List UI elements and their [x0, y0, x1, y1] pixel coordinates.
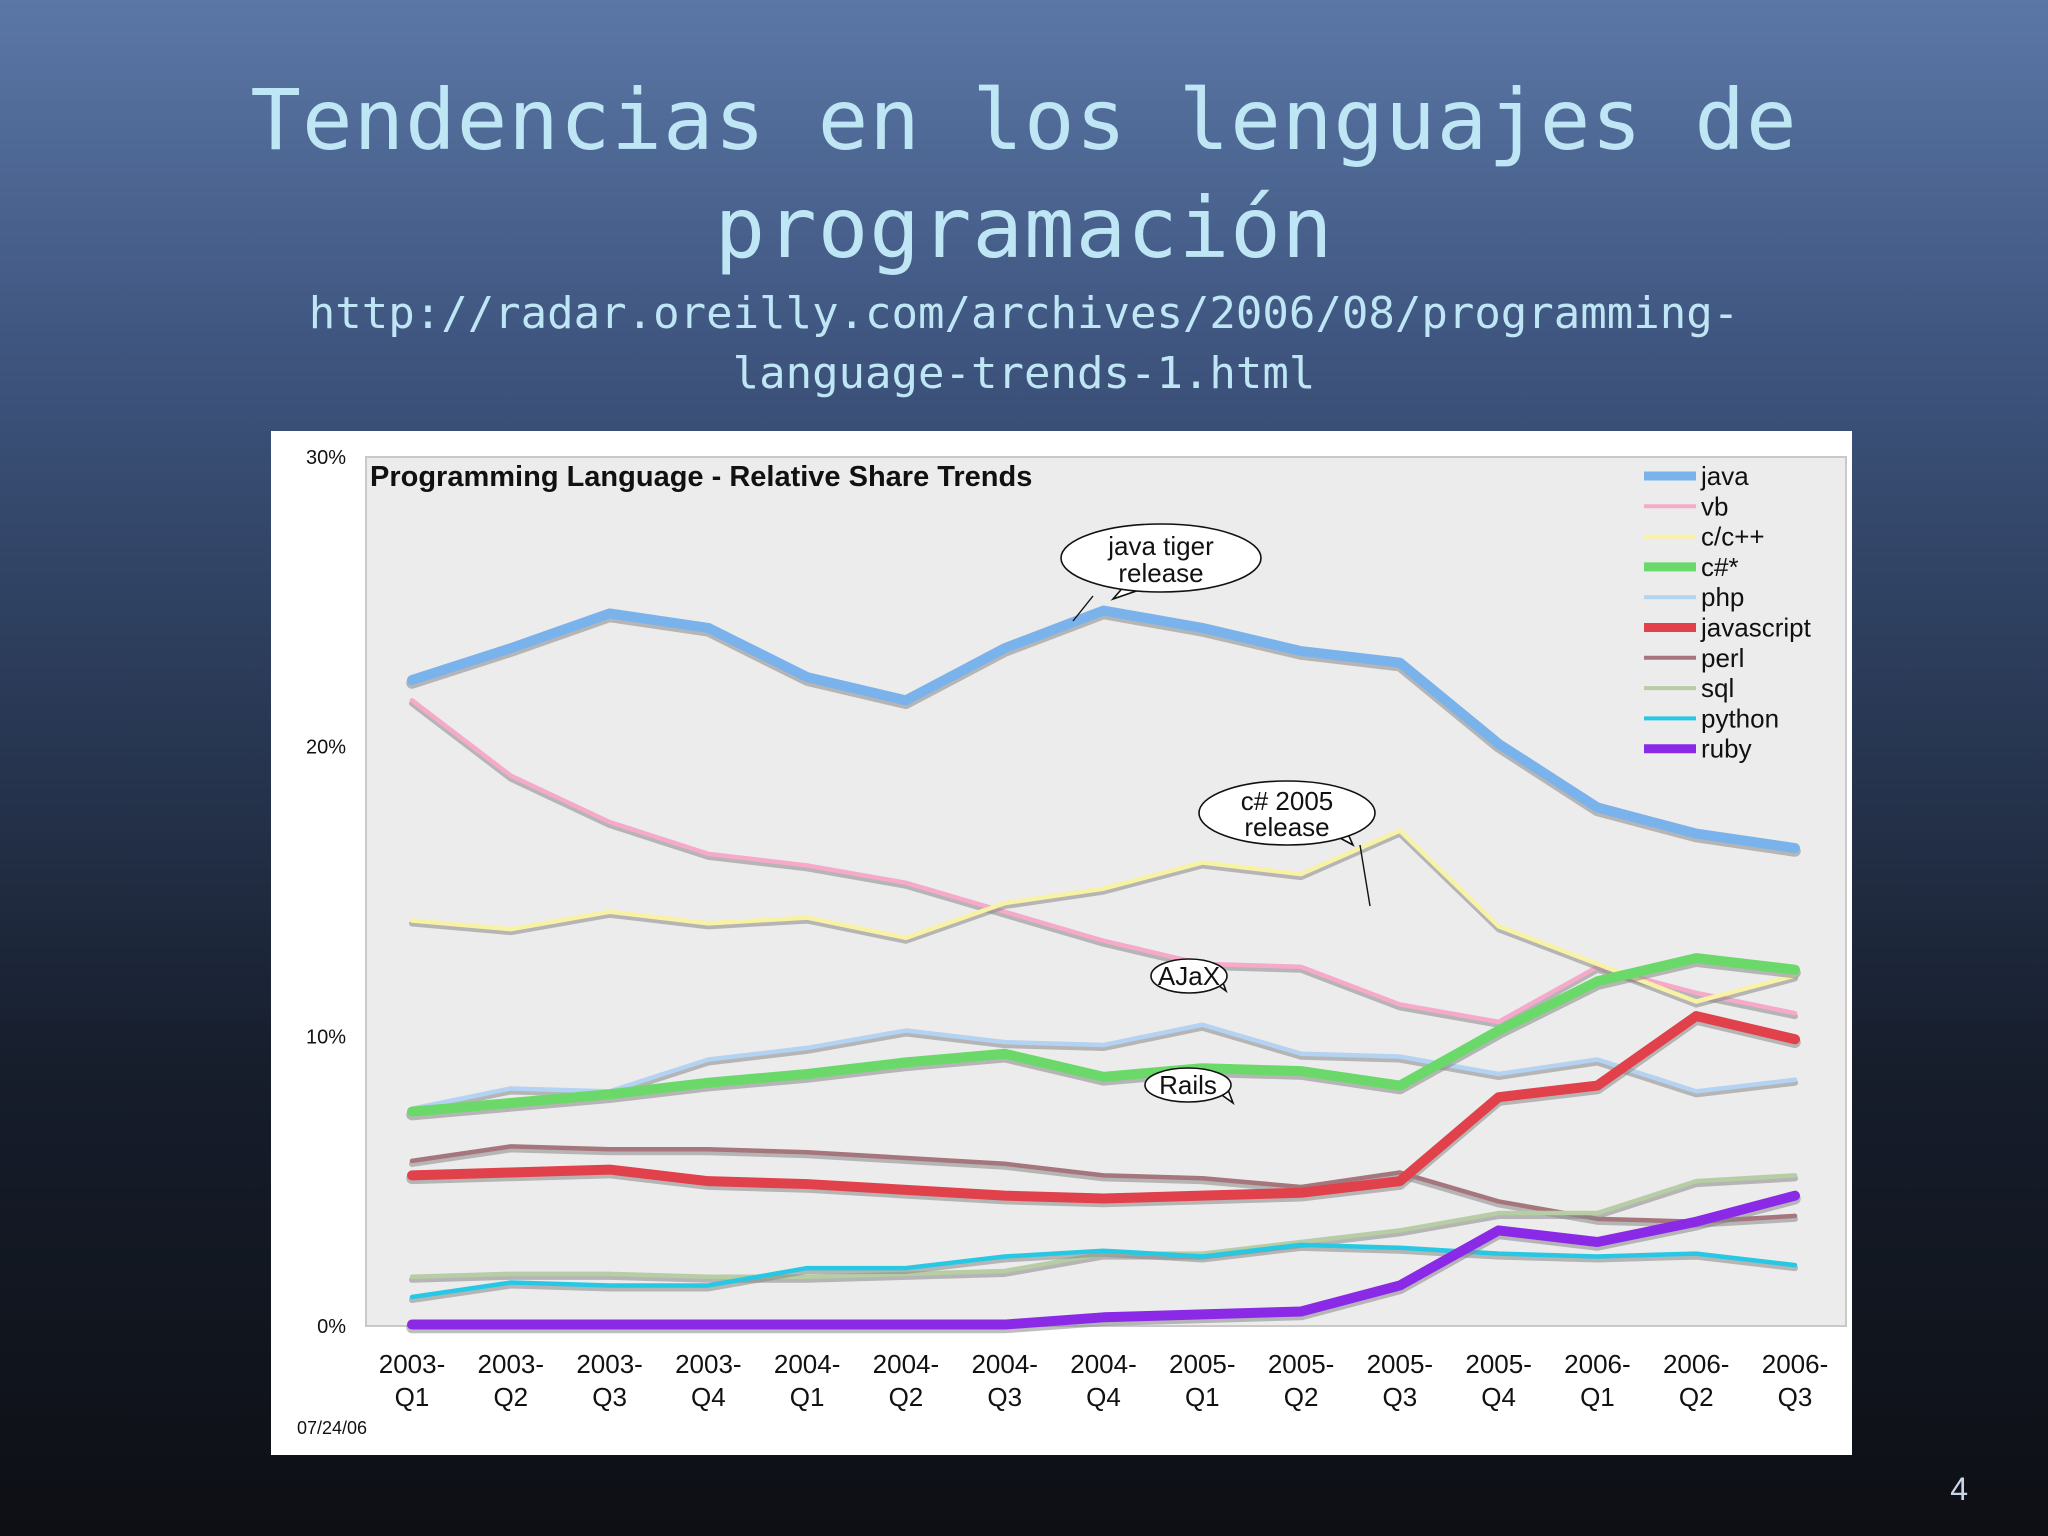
annotation-label: AJaX: [1158, 961, 1220, 991]
x-tick-label: 2005-: [1268, 1349, 1335, 1379]
legend-label: vb: [1701, 491, 1728, 521]
chart-panel: 0% 10% 20% 30% 2003- Q1 2003- Q2 2003- Q3 2003- Q4 2…: [271, 431, 1852, 1455]
x-tick-label: Q2: [889, 1382, 924, 1412]
y-tick-label: 0%: [317, 1316, 346, 1338]
legend-label: perl: [1701, 643, 1744, 673]
x-tick-label: Q3: [592, 1382, 627, 1412]
x-tick-label: Q1: [395, 1382, 430, 1412]
x-tick-label: Q3: [1383, 1382, 1418, 1412]
y-tick-label: 20%: [306, 737, 346, 759]
slide-number: 4: [1950, 1471, 1968, 1507]
chart-title: Programming Language - Relative Share Tr…: [370, 461, 1032, 493]
x-tick-label: Q1: [1185, 1382, 1220, 1412]
legend-label: php: [1701, 582, 1744, 612]
series-line-c-: [407, 953, 1800, 1117]
x-tick-label: Q4: [1086, 1382, 1121, 1412]
x-tick-label: Q1: [1580, 1382, 1615, 1412]
source-url-line-2: language-trends-1.html: [732, 348, 1316, 399]
series-line-javascript: [407, 1011, 1800, 1204]
slide-title: Tendencias en los lenguajes de programac…: [0, 66, 2048, 282]
x-tick-label: 2004-: [774, 1349, 841, 1379]
x-tick-label: 2003-: [675, 1349, 742, 1379]
source-url: http://radar.oreilly.com/archives/2006/0…: [0, 284, 2048, 404]
annotation-pointer: [1072, 595, 1094, 622]
annotation-bubble: [1060, 523, 1262, 593]
x-tick-label: 2004-: [873, 1349, 940, 1379]
annotation-label: java tiger: [1107, 531, 1214, 561]
x-tick-label: 2005-: [1169, 1349, 1236, 1379]
x-tick-label: Q4: [691, 1382, 726, 1412]
x-tick-label: 2006-: [1762, 1349, 1829, 1379]
x-tick-label: Q2: [1284, 1382, 1319, 1412]
x-tick-label: 2004-: [971, 1349, 1038, 1379]
x-tick-label: 2005-: [1367, 1349, 1434, 1379]
x-tick-label: 2006-: [1564, 1349, 1631, 1379]
x-tick-label: Q2: [493, 1382, 528, 1412]
slide-title-line-1: Tendencias en los lenguajes de: [250, 71, 1798, 169]
legend-label: sql: [1701, 673, 1734, 703]
annotation-label: Rails: [1159, 1070, 1217, 1100]
annotation-label: c# 2005: [1241, 786, 1334, 816]
series-line-shadow: [409, 1024, 1798, 1115]
series-line-shadow: [409, 700, 1798, 1028]
source-url-line-1: http://radar.oreilly.com/archives/2006/0…: [308, 288, 1740, 339]
slide-title-line-2: programación: [714, 179, 1334, 277]
x-tick-label: Q3: [1778, 1382, 1813, 1412]
series-line-java: [407, 605, 1800, 854]
annotation-bubble: [1144, 1067, 1232, 1103]
annotation-bubble: [1150, 958, 1228, 994]
y-tick-label: 30%: [306, 447, 346, 469]
line-chart: 0%10%20%30%2003-Q12003-Q22003-Q32003-Q42…: [297, 447, 1847, 1438]
series-line-ruby: [407, 1190, 1800, 1330]
annotation-pointer: [1359, 844, 1371, 907]
series-line-shadow: [409, 830, 1798, 1008]
legend-label: c#*: [1701, 552, 1739, 582]
y-tick-label: 10%: [306, 1026, 346, 1048]
x-tick-label: Q3: [987, 1382, 1022, 1412]
series-line-php: [409, 1022, 1798, 1111]
x-tick-label: 2005-: [1465, 1349, 1532, 1379]
series-line-c-c-: [409, 828, 1798, 1004]
legend-label: javascript: [1700, 613, 1812, 643]
x-tick-label: Q2: [1679, 1382, 1714, 1412]
x-tick-label: 2004-: [1070, 1349, 1137, 1379]
chart-date-stamp: 07/24/06: [297, 1418, 367, 1438]
x-tick-label: Q1: [790, 1382, 825, 1412]
legend-label: java: [1700, 461, 1749, 491]
series-line-shadow: [409, 1244, 1798, 1304]
x-tick-label: 2006-: [1663, 1349, 1730, 1379]
x-tick-label: 2003-: [576, 1349, 643, 1379]
annotation-label: release: [1244, 812, 1329, 842]
annotation-bubble: [1198, 780, 1376, 846]
x-tick-label: 2003-: [478, 1349, 545, 1379]
series-line-vb: [409, 698, 1798, 1025]
legend-label: ruby: [1701, 734, 1752, 764]
x-tick-label: Q4: [1481, 1382, 1516, 1412]
legend-label: c/c++: [1701, 522, 1765, 552]
x-tick-label: 2003-: [379, 1349, 446, 1379]
series-line-python: [409, 1242, 1798, 1300]
legend-label: python: [1701, 703, 1779, 733]
annotation-label: release: [1118, 558, 1203, 588]
